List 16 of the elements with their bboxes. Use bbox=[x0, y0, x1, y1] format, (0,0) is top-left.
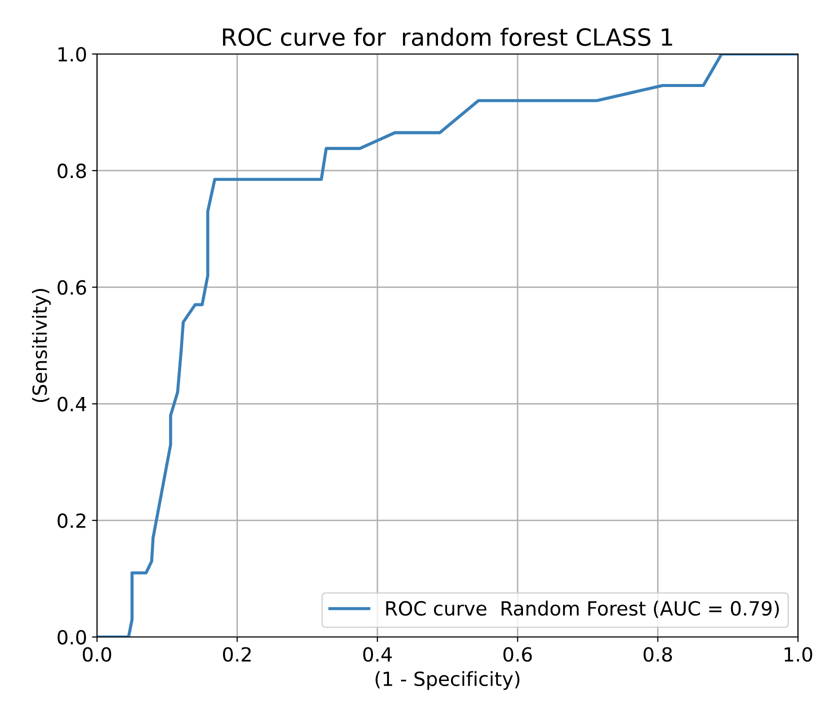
y-tick-label: 1.0 bbox=[58, 46, 86, 62]
x-tick-label: 1.0 bbox=[784, 647, 812, 662]
y-tick-label: 0.4 bbox=[58, 396, 86, 412]
y-tick-label: 0.0 bbox=[58, 630, 86, 645]
y-tick-label: 0.2 bbox=[58, 513, 86, 528]
chart-title: ROC curve for random forest CLASS 1 bbox=[223, 28, 672, 46]
y-tick-label: 0.6 bbox=[58, 280, 86, 295]
x-tick-label: 0.2 bbox=[223, 647, 251, 662]
legend-label: ROC curve Random Forest (AUC = 0.79) bbox=[386, 600, 779, 618]
x-axis-title: (1 - Specificity) bbox=[376, 671, 520, 690]
x-tick-label: 0.0 bbox=[82, 647, 112, 662]
x-tick-label: 0.4 bbox=[363, 647, 392, 662]
x-tick-label: 0.6 bbox=[503, 647, 532, 662]
y-axis-title: (Sensitivity) bbox=[32, 288, 51, 402]
x-tick-label: 0.8 bbox=[644, 647, 672, 662]
y-tick-label: 0.8 bbox=[58, 164, 86, 178]
